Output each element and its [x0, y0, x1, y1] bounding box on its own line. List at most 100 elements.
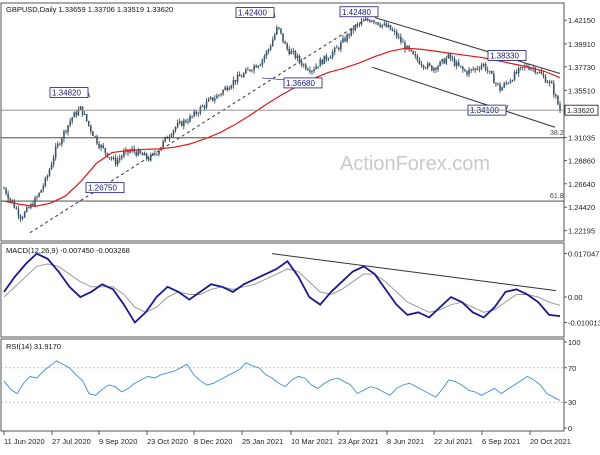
candle-body: [538, 72, 541, 73]
candle-body: [431, 65, 433, 71]
candle-body: [61, 138, 63, 145]
candle-body: [383, 23, 386, 25]
candle-body: [255, 65, 257, 68]
candle-body: [373, 20, 375, 23]
candle-body: [94, 135, 96, 137]
candle-body: [149, 154, 152, 161]
candle-body: [263, 56, 266, 60]
candle-body: [352, 28, 355, 31]
candle-body: [304, 64, 307, 70]
candle-body: [17, 208, 20, 216]
candle-body: [100, 145, 102, 148]
macd-tick-label: 0.017047: [568, 250, 599, 259]
candle-body: [164, 137, 167, 142]
candle-body: [294, 51, 297, 59]
candle-body: [555, 94, 557, 96]
candle-body: [462, 66, 464, 70]
candle-body: [300, 61, 303, 66]
candle-body: [443, 59, 446, 64]
candle-body: [528, 67, 530, 70]
candle-body: [478, 68, 481, 70]
price-tick-label: 1.22195: [568, 227, 595, 236]
candle-body: [135, 151, 138, 156]
date-tick-label: 8 Dec 2020: [194, 437, 232, 446]
candle-body: [311, 70, 313, 72]
candle-body: [178, 121, 181, 124]
candle-body: [468, 69, 470, 75]
candle-body: [114, 157, 117, 165]
candle-body: [249, 69, 251, 71]
candle-body: [166, 137, 169, 139]
candle-body: [364, 18, 367, 21]
candle-body: [342, 38, 344, 43]
candle-body: [393, 30, 396, 32]
rsi-tick-label: 0: [568, 424, 572, 433]
candle-body: [410, 49, 412, 52]
macd-axis: 0.017047 0.00 -0.010013: [564, 250, 600, 328]
candle-body: [21, 217, 24, 219]
price-tick-label: 1.24420: [568, 203, 595, 212]
candle-body: [511, 80, 514, 82]
date-tick-label: 9 Sep 2020: [99, 437, 137, 446]
candle-body: [147, 158, 150, 161]
candle-body: [319, 59, 322, 67]
date-tick-label: 8 Jun 2021: [387, 437, 424, 446]
candle-body: [381, 24, 384, 27]
candle-body: [282, 33, 284, 42]
candle-body: [358, 23, 361, 25]
date-tick-label: 6 Sep 2021: [482, 437, 520, 446]
candle-body: [137, 150, 140, 156]
candle-body: [507, 82, 510, 84]
candle-body: [15, 207, 18, 209]
candle-body: [466, 71, 468, 75]
price-panel-frame: [0, 2, 565, 242]
macd-signal-line: [3, 263, 561, 313]
candle-body: [247, 69, 249, 71]
candle-body: [519, 66, 522, 69]
moving-average-line: [3, 47, 561, 207]
candle-body: [203, 106, 206, 108]
candle-body: [278, 27, 280, 29]
price-tick-label: 1.42150: [568, 16, 595, 25]
candle-body: [354, 24, 357, 31]
candle-body: [375, 22, 377, 24]
candle-body: [187, 121, 189, 123]
macd-panel: MACD(12,26,9) -0.007450 -0.003268 0.0170…: [0, 242, 600, 338]
price-panel: GBPUSD,Daily 1.33659 1.33706 1.33519 1.3…: [0, 2, 599, 242]
candle-body: [162, 141, 164, 148]
candle-body: [230, 85, 233, 89]
candle-body: [447, 54, 450, 59]
candle-body: [451, 58, 454, 60]
price-axis: 1.42150 1.39910 1.37730 1.35510 1.31035 1.288…: [564, 16, 595, 236]
candle-body: [493, 73, 495, 84]
candle-body: [259, 64, 262, 66]
rsi-header: RSI(14) 31.9170: [6, 342, 61, 351]
rsi-tick-label: 70: [568, 364, 576, 373]
candle-body: [540, 72, 543, 75]
candle-body: [261, 59, 264, 65]
price-tick-label: 1.35510: [568, 86, 595, 95]
candle-body: [245, 69, 247, 74]
candle-body: [209, 97, 212, 99]
candle-body: [85, 114, 88, 121]
candle-body: [309, 70, 311, 72]
candle-body: [412, 51, 415, 55]
rsi-tick-label: 30: [568, 398, 576, 407]
rsi-line: [3, 360, 561, 401]
price-tick-label: 1.26640: [568, 180, 595, 189]
candle-body: [207, 98, 210, 102]
annotation-label: 1.36680: [286, 79, 315, 88]
candle-body: [366, 18, 369, 21]
candle-body: [369, 20, 371, 22]
candle-body: [327, 58, 330, 60]
candle-body: [228, 88, 231, 90]
current-price-box: [564, 104, 599, 116]
candle-body: [441, 59, 443, 62]
candle-body: [143, 153, 146, 156]
candle-body: [329, 57, 332, 59]
candle-body: [280, 28, 282, 34]
candle-body: [267, 49, 270, 52]
candle-body: [176, 123, 179, 128]
candle-body: [193, 111, 195, 117]
candle-body: [123, 151, 125, 157]
